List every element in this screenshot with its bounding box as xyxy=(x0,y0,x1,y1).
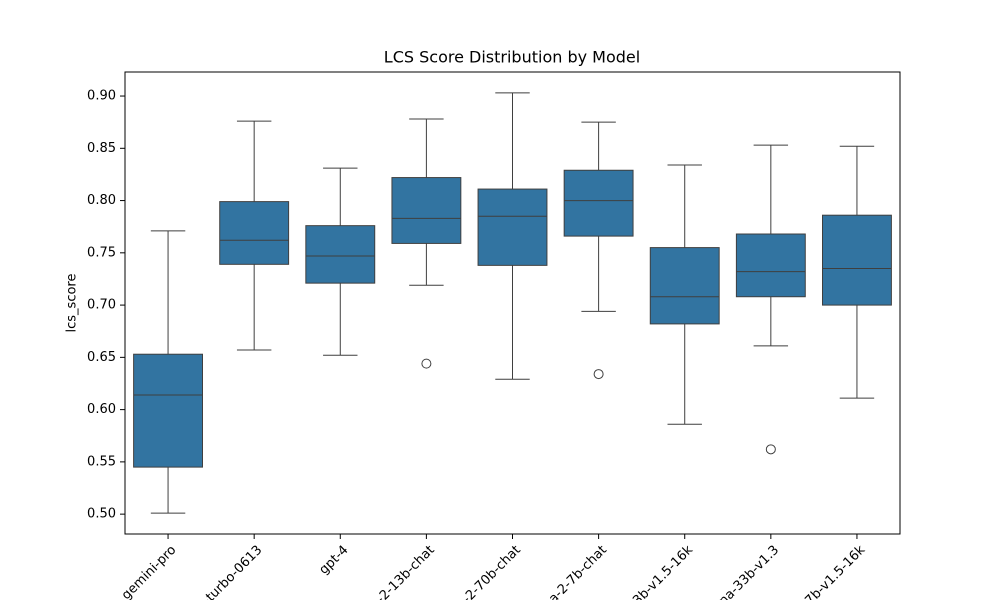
x-tick-label: gemini-pro xyxy=(119,543,179,600)
y-tick-label: 0.60 xyxy=(87,402,116,417)
y-tick-label: 0.55 xyxy=(87,454,116,469)
y-tick-label: 0.75 xyxy=(87,245,116,260)
x-tick-label: vicuna-7b-v1.5-16k xyxy=(769,542,869,600)
y-tick-label: 0.90 xyxy=(87,89,116,104)
y-axis-label: lcs_score xyxy=(65,274,80,333)
y-tick-label: 0.85 xyxy=(87,141,116,156)
chart-title: LCS Score Distribution by Model xyxy=(384,48,640,67)
y-tick-label: 0.65 xyxy=(87,350,116,365)
x-tick-label: llama-2-70b-chat xyxy=(434,543,523,600)
x-tick-label: llama-2-7b-chat xyxy=(526,543,610,600)
y-tick-label: 0.80 xyxy=(87,193,116,208)
x-tick-label: vicuna-33b-v1.3 xyxy=(697,543,782,600)
x-tick-label: gpt-3.5-turbo-0613 xyxy=(167,543,266,600)
x-tick-label: llama-2-13b-chat xyxy=(348,543,437,600)
outlier xyxy=(593,369,604,380)
box xyxy=(477,188,548,266)
box xyxy=(822,214,892,306)
box xyxy=(133,353,203,468)
box xyxy=(563,169,634,237)
outlier xyxy=(765,444,776,455)
box xyxy=(649,247,720,325)
box xyxy=(305,225,376,284)
box xyxy=(735,233,806,298)
y-tick-label: 0.70 xyxy=(87,298,116,313)
outlier xyxy=(421,358,432,369)
x-tick-label: gpt-4 xyxy=(317,543,352,578)
y-tick-label: 0.50 xyxy=(87,507,116,522)
box xyxy=(391,177,462,244)
box xyxy=(219,201,290,265)
